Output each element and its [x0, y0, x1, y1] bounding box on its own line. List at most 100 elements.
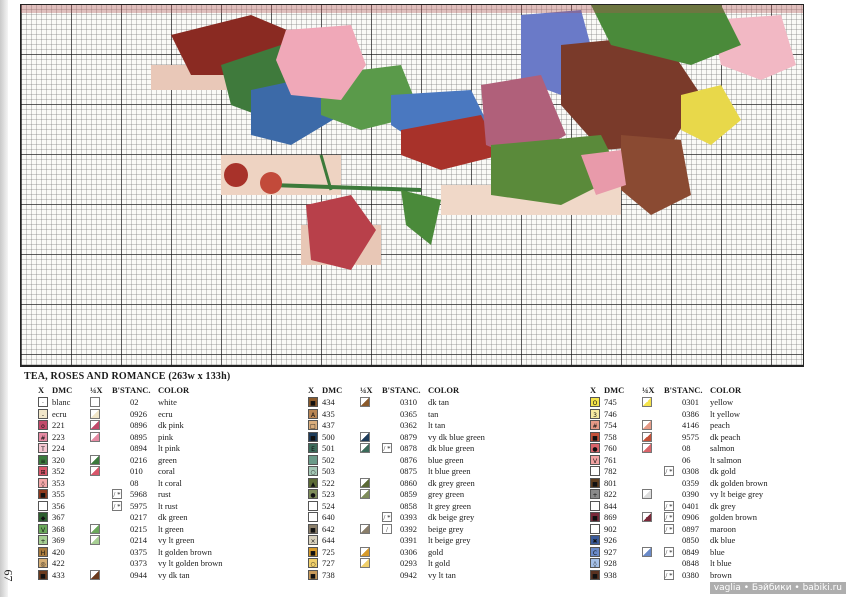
- key-row: ■ 642 / 0392 beige grey: [308, 523, 538, 536]
- key-row: ■ 938 / * 0380 brown: [590, 569, 820, 582]
- dmc-number: 224: [52, 443, 65, 453]
- stitch-symbol: #: [38, 431, 48, 442]
- stitch-symbol: ■: [308, 431, 318, 442]
- dmc-number: 869: [604, 512, 617, 522]
- color-name: white: [158, 397, 177, 407]
- anchor-number: 0894: [130, 443, 147, 453]
- key-row: C 927 / * 0849 blue: [590, 546, 820, 559]
- quarter-stitch-symbol: [90, 420, 100, 430]
- stitch-symbol: T: [38, 443, 48, 453]
- quarter-stitch-symbol: [90, 569, 100, 580]
- stitch-symbol: ⊞: [38, 466, 48, 476]
- backstitch-symbol: / *: [664, 512, 674, 522]
- quarter-stitch-symbol: [90, 535, 100, 545]
- color-name: vy lt green: [158, 535, 195, 545]
- key-row: ◊ 928 0848 lt blue: [590, 558, 820, 570]
- quarter-stitch-symbol: [642, 397, 652, 407]
- color-name: tan: [428, 408, 439, 419]
- key-row: - ecru 0926 ecru: [38, 408, 268, 421]
- anchor-number: 0401: [682, 500, 699, 511]
- stitch-symbol: ◆: [38, 512, 48, 522]
- key-row: ■ 869 / * 0906 golden brown: [590, 512, 820, 524]
- stitch-symbol: H: [38, 546, 48, 557]
- dmc-number: 435: [322, 408, 335, 419]
- dmc-number: 644: [322, 535, 335, 545]
- backstitch-symbol: / *: [112, 489, 122, 499]
- key-header-bst: B'ST: [664, 385, 683, 395]
- foliage-green-right: [591, 5, 741, 65]
- backstitch-symbol: / *: [382, 443, 392, 453]
- color-name: dk blue: [710, 535, 736, 545]
- stitch-symbol: V: [38, 523, 48, 534]
- anchor-number: 0875: [400, 466, 417, 476]
- color-name: rust: [158, 489, 171, 499]
- backstitch-symbol: / *: [664, 523, 674, 534]
- flower-yellow: [681, 85, 741, 145]
- color-name: dk grey green: [428, 477, 475, 488]
- rose-brown-right: [621, 135, 691, 215]
- backstitch-symbol: / *: [664, 466, 674, 476]
- stitch-symbol: [590, 466, 600, 476]
- foliage-bottom-right: [491, 135, 621, 205]
- stitch-symbol: C: [590, 546, 600, 557]
- quarter-stitch-symbol: [642, 512, 652, 522]
- stitch-symbol: ■: [308, 546, 318, 557]
- key-header-bst: B'ST: [382, 385, 401, 395]
- key-row: 844 / * 0401 dk grey: [590, 500, 820, 513]
- quarter-stitch-symbol: [360, 546, 370, 557]
- key-header-quarter: ¼X: [360, 385, 373, 395]
- quarter-stitch-symbol: [360, 431, 370, 442]
- backstitch-symbol: / *: [112, 500, 122, 511]
- anchor-number: 4146: [682, 420, 699, 430]
- color-name: maroon: [710, 523, 736, 534]
- key-row: V 368 0215 lt green: [38, 523, 268, 536]
- page-edge: [0, 0, 8, 597]
- color-name: vy lt tan: [428, 569, 456, 580]
- key-row: ■ 434 0310 dk tan: [308, 397, 538, 409]
- anchor-number: 0306: [400, 546, 417, 557]
- dmc-number: 761: [604, 454, 617, 465]
- anchor-number: 0895: [130, 431, 147, 442]
- key-row: 782 / * 0308 dk gold: [590, 466, 820, 478]
- color-name: lt salmon: [710, 454, 742, 465]
- quarter-stitch-symbol: [360, 397, 370, 407]
- stitch-symbol: ■: [308, 523, 318, 534]
- dmc-number: 801: [604, 477, 617, 488]
- color-name: lt blue green: [428, 466, 471, 476]
- anchor-number: 9575: [682, 431, 699, 442]
- stitch-symbol: ▲: [308, 477, 318, 488]
- anchor-number: 0849: [682, 546, 699, 557]
- key-header-x: X: [308, 385, 315, 395]
- anchor-number: 0214: [130, 535, 147, 545]
- stitch-symbol: [308, 454, 318, 465]
- anchor-number: 0362: [400, 420, 417, 430]
- anchor-number: 02: [130, 397, 139, 407]
- key-row: ◆ 367 0217 dk green: [38, 512, 268, 524]
- anchor-number: 0858: [400, 500, 417, 511]
- dmc-number: 522: [322, 477, 335, 488]
- key-row: ▲ 522 0860 dk grey green: [308, 477, 538, 490]
- key-header-bst: B'ST: [112, 385, 131, 395]
- dmc-number: 355: [52, 489, 65, 499]
- key-row: ■ 758 9575 dk peach: [590, 431, 820, 444]
- dmc-number: 902: [604, 523, 617, 534]
- stitch-symbol: O: [590, 397, 600, 407]
- key-row: A 435 0365 tan: [308, 408, 538, 421]
- key-row: 3 746 0386 lt yellow: [590, 408, 820, 421]
- stitch-symbol: V: [590, 454, 600, 465]
- dmc-number: 844: [604, 500, 617, 511]
- dmc-number: 433: [52, 569, 65, 580]
- dmc-number: 223: [52, 431, 65, 442]
- key-row: #223 0895 pink: [38, 431, 268, 444]
- rosebud-large: [306, 195, 376, 270]
- dmc-number: 503: [322, 466, 335, 476]
- dmc-number: 754: [604, 420, 617, 430]
- key-row: × 644 0391 lt beige grey: [308, 535, 538, 547]
- key-row: ✖ 926 0850 dk blue: [590, 535, 820, 547]
- key-row: T 224 0894 lt pink: [38, 443, 268, 455]
- key-row: +369 0214 vy lt green: [38, 535, 268, 547]
- stitch-symbol: ■: [38, 489, 48, 499]
- key-row: 502 0876 blue green: [308, 454, 538, 467]
- bud-red-left-2: [260, 172, 282, 194]
- key-row: ○ 727 0293 lt gold: [308, 558, 538, 570]
